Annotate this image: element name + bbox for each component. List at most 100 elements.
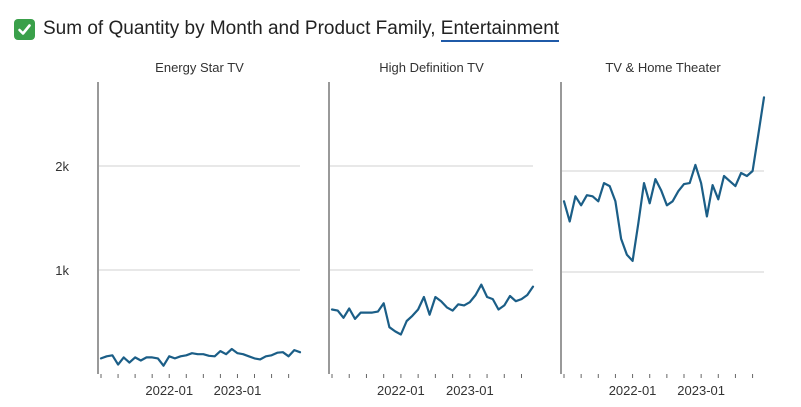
data-point: [486, 296, 488, 298]
data-point: [509, 295, 511, 297]
series-line: [330, 283, 535, 336]
data-point: [377, 310, 379, 312]
data-point: [208, 355, 210, 357]
product-family-link[interactable]: Entertainment: [440, 18, 560, 42]
data-point: [282, 351, 284, 353]
data-point: [293, 349, 295, 351]
chart-title: Sum of Quantity by Month and Product Fam…: [43, 18, 560, 42]
x-tick-label: 2023-01: [446, 383, 494, 398]
data-point: [265, 355, 267, 357]
data-point: [434, 296, 436, 298]
data-point: [757, 133, 759, 135]
data-point: [242, 353, 244, 355]
data-point: [276, 351, 278, 353]
series-line: [99, 347, 302, 367]
data-point: [711, 184, 713, 186]
data-point: [677, 190, 679, 192]
data-point: [360, 311, 362, 313]
chart-header: Sum of Quantity by Month and Product Fam…: [14, 18, 560, 42]
data-point: [520, 298, 522, 300]
data-point: [480, 283, 482, 285]
data-point: [185, 354, 187, 356]
data-point: [469, 301, 471, 303]
data-point: [717, 198, 719, 200]
data-point: [236, 352, 238, 354]
data-point: [603, 182, 605, 184]
data-point: [609, 185, 611, 187]
data-point: [174, 357, 176, 359]
data-point: [105, 355, 107, 357]
x-tick-label: 2022-01: [145, 383, 193, 398]
data-point: [231, 348, 233, 350]
data-point: [497, 308, 499, 310]
data-point: [591, 195, 593, 197]
data-point: [151, 356, 153, 358]
data-point: [145, 356, 147, 358]
data-point: [451, 309, 453, 311]
data-point: [740, 172, 742, 174]
y-tick-label: 2k: [55, 159, 69, 174]
data-point: [446, 306, 448, 308]
data-point: [440, 300, 442, 302]
data-point: [259, 358, 261, 360]
data-point: [196, 353, 198, 355]
data-point: [763, 96, 765, 98]
data-point: [671, 200, 673, 202]
x-tick-label: 2022-01: [377, 383, 425, 398]
facet-title: Energy Star TV: [155, 60, 244, 75]
data-point: [287, 355, 289, 357]
data-point: [348, 307, 350, 309]
data-point: [411, 315, 413, 317]
data-point: [746, 175, 748, 177]
data-point: [162, 364, 164, 366]
data-point: [492, 298, 494, 300]
data-point: [191, 352, 193, 354]
data-point: [626, 254, 628, 256]
data-point: [683, 183, 685, 185]
data-point: [405, 320, 407, 322]
data-point: [342, 317, 344, 319]
data-point: [225, 353, 227, 355]
data-point: [428, 314, 430, 316]
x-tick-label: 2023-01: [214, 383, 262, 398]
data-point: [569, 220, 571, 222]
data-point: [248, 355, 250, 357]
data-point: [734, 185, 736, 187]
data-point: [219, 350, 221, 352]
data-point: [382, 302, 384, 304]
data-point: [729, 180, 731, 182]
data-point: [649, 202, 651, 204]
data-point: [463, 304, 465, 306]
data-point: [270, 354, 272, 356]
data-point: [400, 333, 402, 335]
data-point: [371, 311, 373, 313]
data-point: [365, 311, 367, 313]
data-point: [700, 182, 702, 184]
chart-title-text: Sum of Quantity by Month and Product Fam…: [43, 18, 441, 39]
x-tick-label: 2023-01: [677, 383, 725, 398]
data-point: [337, 309, 339, 311]
data-point: [706, 215, 708, 217]
data-point: [689, 182, 691, 184]
data-point: [423, 296, 425, 298]
data-point: [299, 351, 301, 353]
data-point: [202, 353, 204, 355]
data-point: [417, 308, 419, 310]
data-point: [111, 354, 113, 356]
data-point: [631, 260, 633, 262]
data-point: [123, 356, 125, 358]
data-point: [179, 355, 181, 357]
data-point: [354, 318, 356, 320]
data-point: [331, 308, 333, 310]
data-point: [394, 330, 396, 332]
data-point: [134, 356, 136, 358]
y-tick-label: 1k: [55, 263, 69, 278]
data-point: [660, 189, 662, 191]
data-point: [157, 357, 159, 359]
data-point: [128, 361, 130, 363]
data-point: [614, 200, 616, 202]
data-point: [100, 357, 102, 359]
data-point: [637, 222, 639, 224]
data-point: [117, 363, 119, 365]
